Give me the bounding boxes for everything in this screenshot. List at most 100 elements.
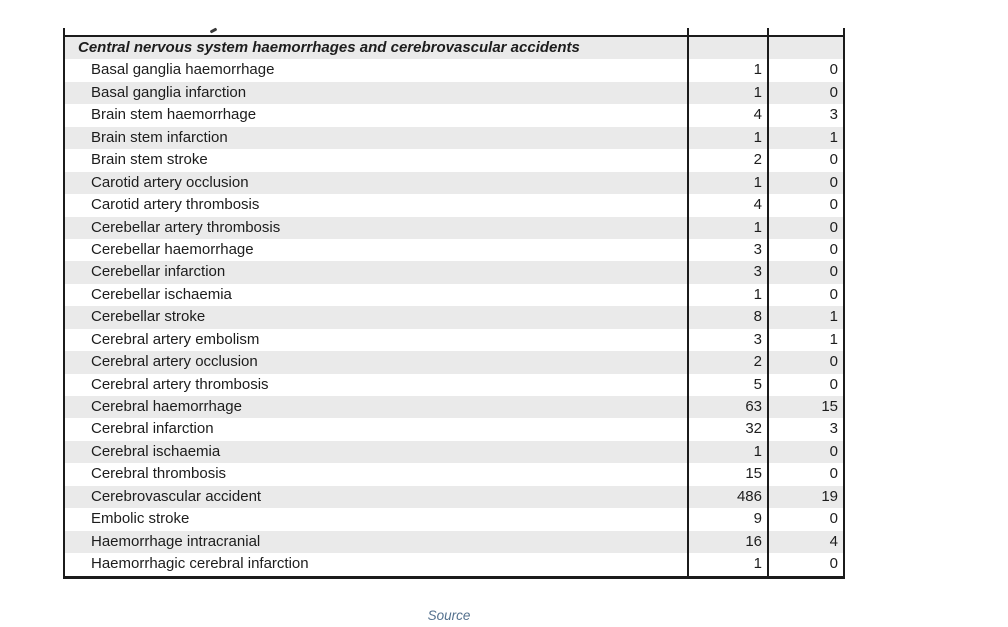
table-row: Cerebral artery thrombosis 5 0 bbox=[65, 373, 843, 396]
table-row: Cerebrovascular accident 486 19 bbox=[65, 485, 843, 509]
table-row: Basal ganglia infarction 1 0 bbox=[65, 81, 843, 105]
adverse-events-table: Central nervous system haemorrhages and … bbox=[63, 27, 845, 579]
row-label: Cerebellar infarction bbox=[91, 263, 226, 281]
row-label: Cerebral ischaemia bbox=[91, 442, 221, 460]
row-label: Cerebellar haemorrhage bbox=[91, 240, 254, 258]
row-count-primary: 32 bbox=[687, 418, 767, 441]
row-count-secondary: 1 bbox=[767, 126, 843, 150]
row-count-primary: 3 bbox=[687, 261, 767, 284]
row-count-secondary: 0 bbox=[767, 463, 843, 486]
row-count-primary: 1 bbox=[687, 171, 767, 195]
row-count-primary: 9 bbox=[687, 508, 767, 531]
row-count-secondary: 0 bbox=[767, 283, 843, 307]
row-count-secondary: 3 bbox=[767, 104, 843, 127]
row-count-secondary: 3 bbox=[767, 418, 843, 441]
clipped-row-above bbox=[63, 27, 845, 35]
table-row: Brain stem infarction 1 1 bbox=[65, 126, 843, 150]
clipped-count-cell-secondary bbox=[767, 28, 845, 35]
row-count-secondary: 19 bbox=[767, 485, 843, 509]
row-label: Basal ganglia haemorrhage bbox=[91, 61, 275, 79]
section-header-row: Central nervous system haemorrhages and … bbox=[65, 37, 843, 60]
row-count-secondary: 4 bbox=[767, 530, 843, 554]
table-row: Haemorrhagic cerebral infarction 1 0 bbox=[65, 553, 843, 576]
table-row: Cerebellar haemorrhage 3 0 bbox=[65, 238, 843, 262]
row-label: Brain stem stroke bbox=[91, 151, 208, 169]
clipped-label-cell bbox=[63, 28, 687, 35]
row-count-secondary: 0 bbox=[767, 59, 843, 82]
row-count-secondary: 0 bbox=[767, 440, 843, 464]
row-count-secondary: 0 bbox=[767, 351, 843, 374]
table-row: Brain stem haemorrhage 4 3 bbox=[65, 104, 843, 127]
row-count-secondary: 15 bbox=[767, 396, 843, 419]
row-count-secondary: 0 bbox=[767, 149, 843, 172]
table-row: Cerebral artery embolism 3 1 bbox=[65, 328, 843, 352]
row-count-primary: 3 bbox=[687, 238, 767, 262]
section-header-count-secondary bbox=[767, 37, 843, 60]
row-count-primary: 15 bbox=[687, 463, 767, 486]
row-count-primary: 1 bbox=[687, 283, 767, 307]
table-row: Cerebral artery occlusion 2 0 bbox=[65, 351, 843, 374]
row-label: Basal ganglia infarction bbox=[91, 83, 247, 101]
row-label: Cerebellar stroke bbox=[91, 308, 206, 326]
row-count-primary: 4 bbox=[687, 194, 767, 217]
row-count-primary: 1 bbox=[687, 553, 767, 576]
section-header-label: Central nervous system haemorrhages and … bbox=[78, 39, 580, 56]
row-count-primary: 2 bbox=[687, 351, 767, 374]
row-label: Carotid artery thrombosis bbox=[91, 196, 260, 214]
row-label: Brain stem haemorrhage bbox=[91, 106, 257, 124]
table-row: Embolic stroke 9 0 bbox=[65, 508, 843, 531]
row-count-primary: 1 bbox=[687, 59, 767, 82]
row-label: Carotid artery occlusion bbox=[91, 173, 249, 191]
table-row: Cerebellar stroke 8 1 bbox=[65, 306, 843, 329]
section-header-count-primary bbox=[687, 37, 767, 60]
row-label: Brain stem infarction bbox=[91, 128, 228, 146]
row-label: Cerebral artery thrombosis bbox=[91, 375, 269, 393]
row-count-secondary: 1 bbox=[767, 328, 843, 352]
row-count-secondary: 0 bbox=[767, 553, 843, 576]
row-count-primary: 1 bbox=[687, 81, 767, 105]
row-count-primary: 1 bbox=[687, 440, 767, 464]
row-count-secondary: 0 bbox=[767, 194, 843, 217]
clipped-count-cell-primary bbox=[687, 28, 767, 35]
row-count-primary: 16 bbox=[687, 530, 767, 554]
row-count-secondary: 0 bbox=[767, 238, 843, 262]
table-row: Cerebral thrombosis 15 0 bbox=[65, 463, 843, 486]
table-body: Central nervous system haemorrhages and … bbox=[63, 35, 845, 579]
source-link[interactable]: Source bbox=[427, 608, 471, 623]
row-label: Cerebral artery embolism bbox=[91, 330, 260, 348]
row-label: Cerebellar artery thrombosis bbox=[91, 218, 281, 236]
row-label: Cerebral haemorrhage bbox=[91, 398, 242, 415]
table-row: Cerebellar artery thrombosis 1 0 bbox=[65, 216, 843, 239]
row-count-secondary: 0 bbox=[767, 216, 843, 239]
table-row: Haemorrhage intracranial 16 4 bbox=[65, 530, 843, 554]
row-count-secondary: 0 bbox=[767, 373, 843, 396]
row-count-primary: 2 bbox=[687, 149, 767, 172]
table-row: Brain stem stroke 2 0 bbox=[65, 149, 843, 172]
table-row: Cerebellar infarction 3 0 bbox=[65, 261, 843, 284]
row-label: Cerebrovascular accident bbox=[91, 487, 262, 505]
row-count-primary: 1 bbox=[687, 126, 767, 150]
table-row: Basal ganglia haemorrhage 1 0 bbox=[65, 59, 843, 82]
row-label: Haemorrhagic cerebral infarction bbox=[91, 555, 309, 573]
row-count-primary: 1 bbox=[687, 216, 767, 239]
table-row: Cerebral infarction 32 3 bbox=[65, 418, 843, 441]
table-row: Cerebral ischaemia 1 0 bbox=[65, 440, 843, 464]
row-count-secondary: 0 bbox=[767, 508, 843, 531]
row-count-primary: 63 bbox=[687, 396, 767, 419]
row-label: Cerebellar ischaemia bbox=[91, 285, 232, 303]
table-row: Cerebral haemorrhage 63 15 bbox=[65, 396, 843, 419]
row-label: Cerebral infarction bbox=[91, 420, 214, 438]
row-count-primary: 3 bbox=[687, 328, 767, 352]
row-count-secondary: 1 bbox=[767, 306, 843, 329]
table-row: Cerebellar ischaemia 1 0 bbox=[65, 283, 843, 307]
row-count-secondary: 0 bbox=[767, 81, 843, 105]
row-count-primary: 486 bbox=[687, 485, 767, 509]
row-count-primary: 8 bbox=[687, 306, 767, 329]
row-count-primary: 4 bbox=[687, 104, 767, 127]
row-label: Embolic stroke bbox=[91, 510, 190, 528]
row-label: Haemorrhage intracranial bbox=[91, 532, 261, 550]
row-count-secondary: 0 bbox=[767, 171, 843, 195]
row-count-secondary: 0 bbox=[767, 261, 843, 284]
table-row: Carotid artery occlusion 1 0 bbox=[65, 171, 843, 195]
